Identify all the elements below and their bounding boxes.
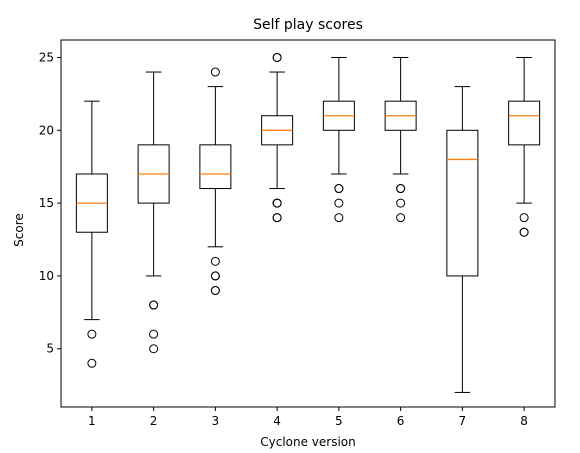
- x-tick-label-5: 5: [335, 414, 343, 428]
- y-tick-label-25: 25: [39, 50, 54, 64]
- flier-3-3: [210, 271, 220, 281]
- x-tick-label-3: 3: [212, 414, 220, 428]
- y-tick-label-15: 15: [39, 196, 54, 210]
- y-tick-label-10: 10: [39, 269, 54, 283]
- box-7: [446, 129, 479, 277]
- x-tick-label-8: 8: [520, 414, 528, 428]
- flier-4-4: [272, 198, 282, 208]
- plot-area: 5 10 15 20 25 1 2 3 4 5 6 7 8: [39, 39, 556, 428]
- x-tick-label-6: 6: [397, 414, 405, 428]
- flier-5-2: [334, 198, 344, 208]
- flier-5-3: [334, 213, 344, 223]
- x-tick-label-1: 1: [88, 414, 96, 428]
- x-tick-label-4: 4: [273, 414, 281, 428]
- y-tick-label-5: 5: [46, 342, 54, 356]
- flier-1-1: [87, 358, 97, 368]
- flier-3-1: [210, 256, 220, 266]
- y-axis-label: Score: [12, 213, 26, 247]
- x-tick-label-2: 2: [150, 414, 158, 428]
- flier-1-0: [87, 329, 97, 339]
- flier-4-1: [272, 52, 282, 62]
- box-3: [199, 144, 232, 190]
- flier-6-2: [396, 198, 406, 208]
- flier-2-3: [149, 344, 159, 354]
- flier-6-3: [396, 213, 406, 223]
- flier-2-1: [149, 300, 159, 310]
- flier-4-6: [272, 213, 282, 223]
- flier-5-1: [334, 184, 344, 194]
- flier-8-2: [519, 227, 529, 237]
- chart-title: Self play scores: [253, 17, 363, 33]
- flier-8-0: [519, 213, 529, 223]
- plot-frame: [60, 39, 556, 408]
- flier-2-2: [149, 329, 159, 339]
- flier-3-0: [210, 67, 220, 77]
- y-tick-label-20: 20: [39, 123, 54, 137]
- box-8: [508, 100, 541, 146]
- x-tick-label-7: 7: [459, 414, 467, 428]
- flier-6-1: [396, 184, 406, 194]
- flier-3-5: [210, 285, 220, 295]
- x-axis-label: Cyclone version: [260, 435, 356, 449]
